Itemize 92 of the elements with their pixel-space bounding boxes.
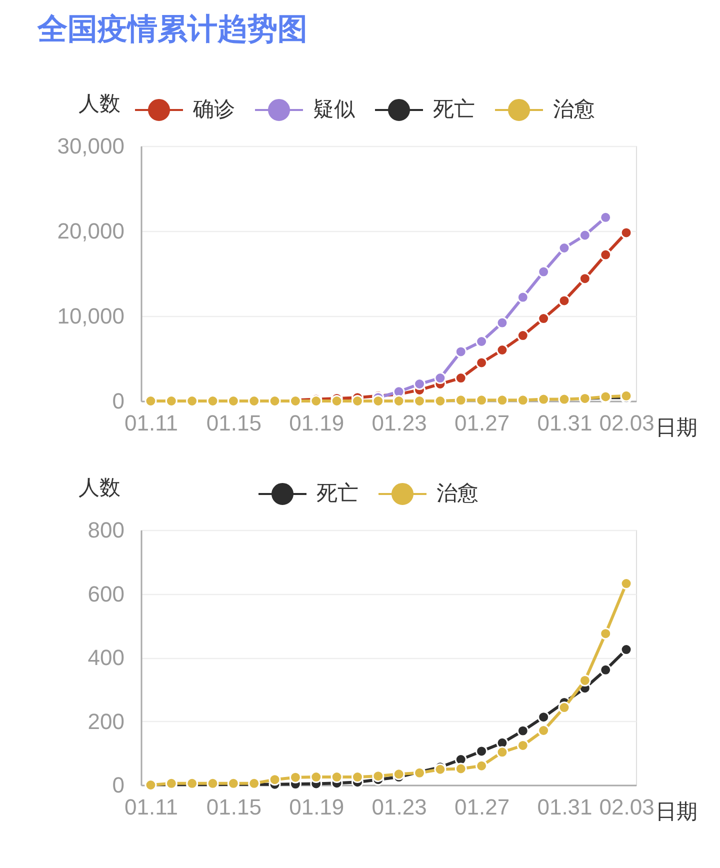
- point: [620, 578, 632, 590]
- y-tick-label: 10,000: [57, 304, 124, 328]
- point: [434, 395, 446, 407]
- point: [268, 774, 281, 786]
- point: [227, 395, 240, 407]
- x-tick-label: 01.23: [372, 794, 427, 820]
- legend-label: 疑似: [313, 98, 355, 121]
- point: [558, 294, 570, 307]
- point: [578, 674, 591, 686]
- point: [372, 395, 384, 407]
- point: [538, 393, 550, 406]
- point: [476, 394, 488, 406]
- y-tick-label: 400: [88, 645, 124, 670]
- legend-label: 治愈: [553, 98, 595, 121]
- point: [600, 211, 612, 224]
- point: [558, 242, 570, 254]
- point: [600, 664, 612, 676]
- x-tick-label: 01.27: [454, 794, 510, 820]
- x-tick-label: 01.11: [124, 410, 178, 436]
- point: [165, 395, 178, 407]
- x-tick-label: 01.27: [454, 410, 510, 436]
- point: [186, 395, 198, 407]
- point: [516, 724, 529, 737]
- point: [578, 272, 591, 285]
- point: [538, 266, 550, 278]
- point: [414, 395, 426, 407]
- x-tick-label: 01.19: [289, 794, 344, 820]
- x-tick-label: 01.15: [206, 794, 262, 820]
- point: [310, 771, 322, 784]
- point: [351, 395, 364, 407]
- point: [351, 771, 364, 784]
- y-tick-label: 200: [88, 708, 124, 734]
- x-tick-label: 01.15: [206, 410, 262, 436]
- y-axis-title: 人数: [78, 92, 120, 116]
- y-tick-label: 0: [112, 772, 124, 798]
- point: [289, 771, 302, 784]
- point: [144, 395, 157, 407]
- point: [516, 739, 529, 752]
- point: [454, 394, 467, 406]
- x-tick-label: 01.31: [537, 410, 592, 436]
- point: [330, 395, 343, 407]
- y-tick-label: 20,000: [57, 218, 124, 244]
- point: [476, 336, 488, 348]
- x-tick-label: 01.11: [124, 794, 178, 820]
- y-tick-label: 0: [112, 388, 124, 414]
- point: [414, 378, 426, 390]
- point: [496, 746, 508, 758]
- chart-title: 全国疫情累计趋势图: [36, 13, 308, 46]
- point: [476, 760, 488, 772]
- legend-label: 确诊: [192, 98, 235, 121]
- point: [558, 393, 570, 406]
- legend-label: 死亡: [316, 482, 358, 505]
- point: [496, 344, 508, 356]
- point: [620, 644, 632, 656]
- point: [434, 372, 446, 384]
- point: [206, 395, 219, 407]
- point: [454, 346, 467, 358]
- y-tick-label: 30,000: [57, 134, 124, 158]
- point: [496, 394, 508, 406]
- point: [538, 711, 550, 724]
- y-axis-title: 人数: [78, 476, 120, 500]
- point: [558, 702, 570, 714]
- point: [538, 312, 550, 325]
- legend-label: 治愈: [436, 482, 478, 505]
- point: [516, 291, 529, 304]
- point: [392, 386, 405, 398]
- point: [600, 628, 612, 640]
- point: [516, 394, 529, 406]
- point: [392, 768, 405, 780]
- point: [330, 771, 343, 784]
- point: [476, 356, 488, 369]
- point: [372, 770, 384, 782]
- x-tick-label: 01.23: [372, 410, 427, 436]
- x-tick-label: 01.19: [289, 410, 344, 436]
- point: [578, 229, 591, 242]
- point: [268, 395, 281, 407]
- legend-label: 死亡: [433, 98, 475, 121]
- x-tick-label: 01.31: [537, 794, 592, 820]
- x-axis-title: 日期: [656, 800, 698, 824]
- point: [600, 248, 612, 261]
- x-tick-label: 02.03: [599, 794, 654, 820]
- point: [496, 316, 508, 329]
- point: [476, 745, 488, 758]
- point: [620, 226, 632, 239]
- x-tick-label: 02.03: [599, 410, 654, 436]
- point: [392, 395, 405, 407]
- y-tick-label: 600: [88, 581, 124, 606]
- point: [454, 762, 467, 775]
- point: [538, 724, 550, 736]
- x-axis-title: 日期: [656, 416, 698, 440]
- point: [248, 395, 260, 407]
- y-tick-label: 800: [88, 518, 124, 542]
